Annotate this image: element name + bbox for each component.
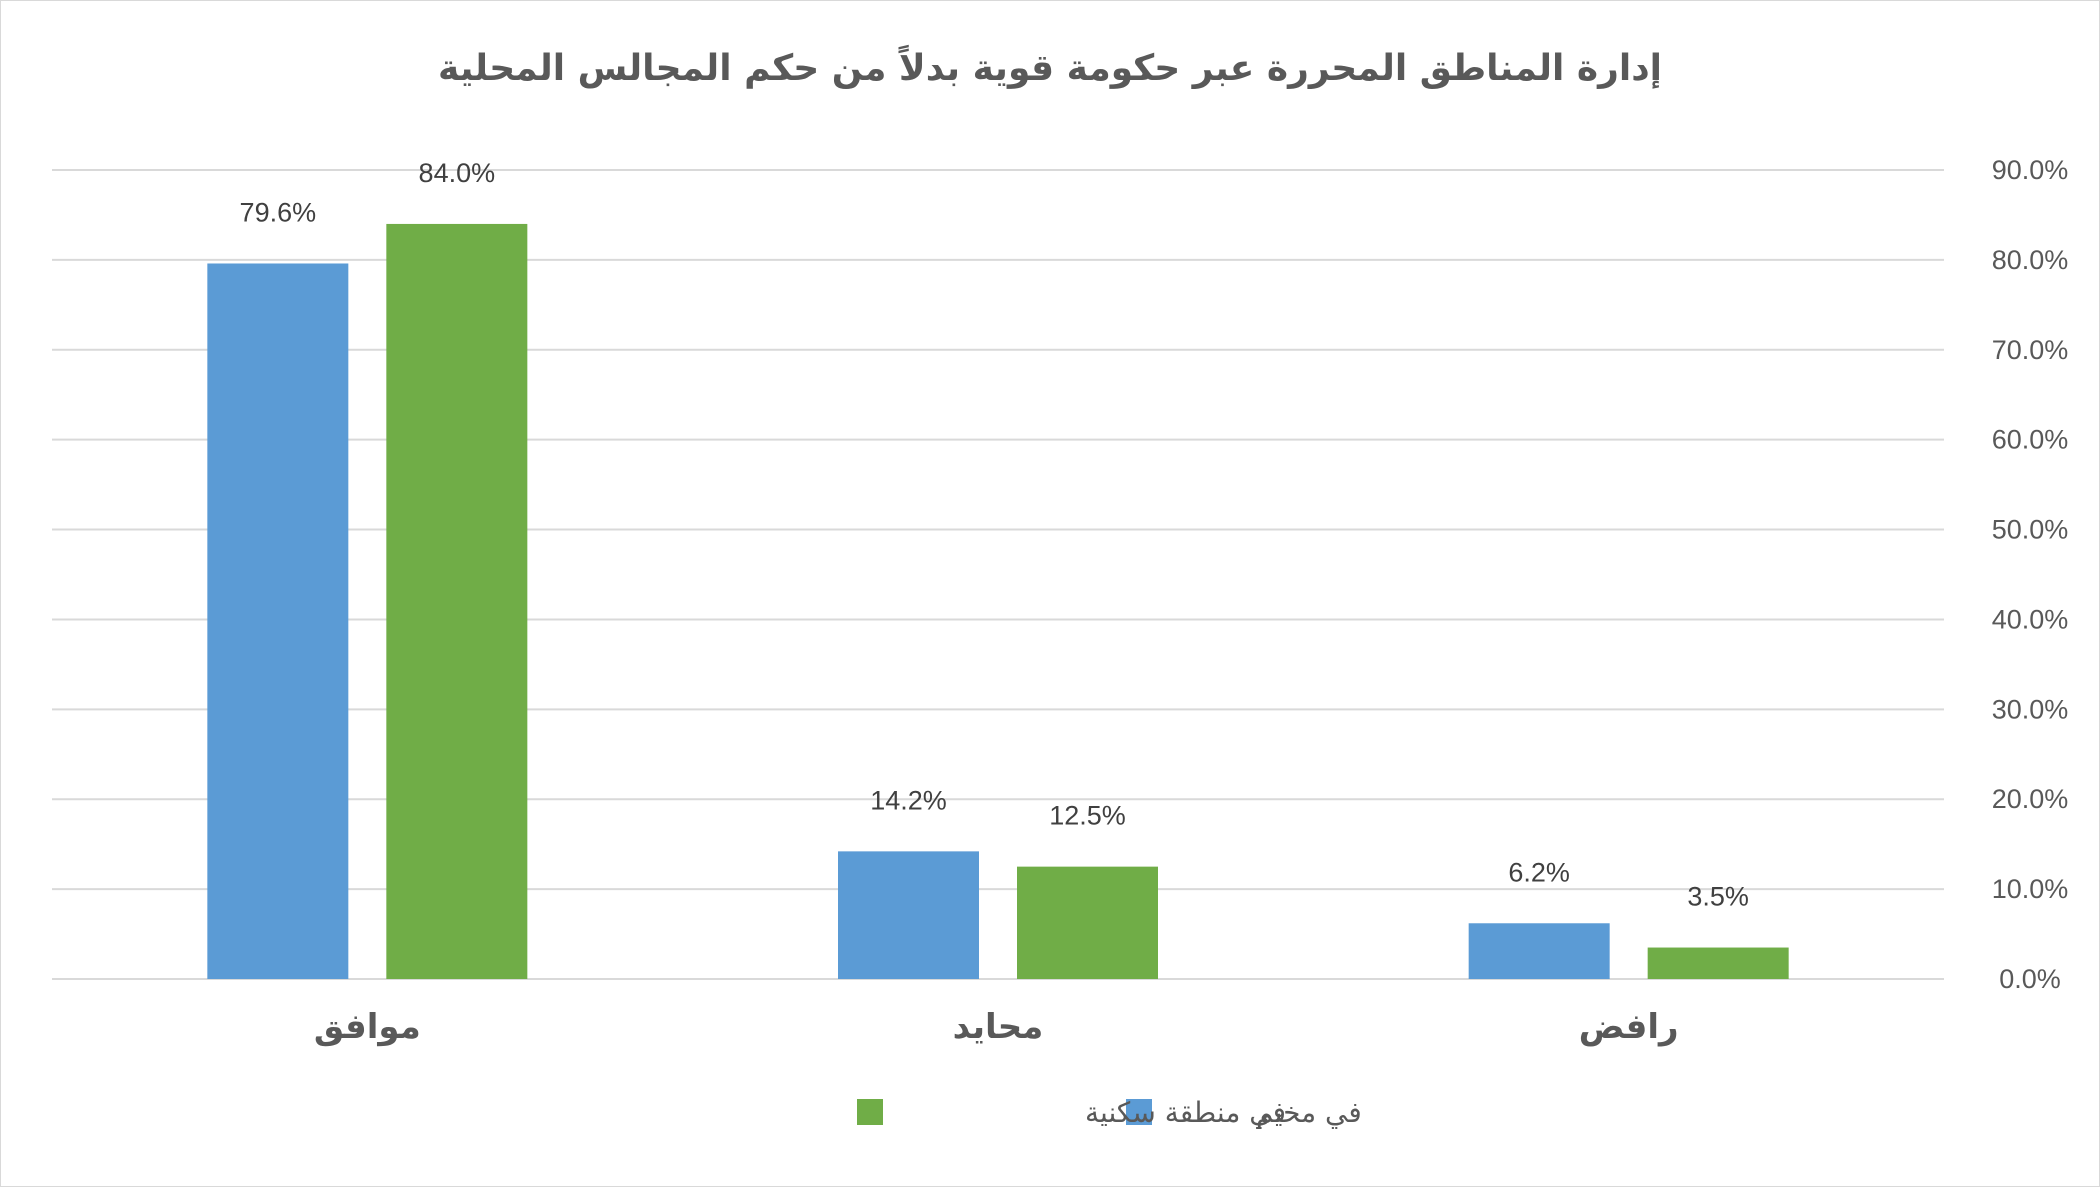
y-tick-label: 40.0% [1992,604,2069,634]
data-label: 79.6% [240,197,317,227]
bars [207,223,1789,979]
data-labels: 79.6% 84.0% 14.2% 12.5% 6.2% 3.5% [240,158,1749,912]
category-label: محايد [953,1007,1044,1047]
bar [207,263,349,979]
data-label: 6.2% [1508,857,1570,887]
y-tick-label: 30.0% [1992,694,2069,724]
y-tick-label: 20.0% [1992,784,2069,814]
bar [386,223,528,979]
legend-swatch [857,1099,883,1125]
data-label: 12.5% [1049,801,1126,831]
y-tick-label: 90.0% [1992,155,2069,185]
data-label: 14.2% [870,785,947,815]
category-label: رافض [1579,1007,1679,1047]
chart-title: إدارة المناطق المحررة عبر حكومة قوية بدل… [438,45,1662,89]
y-tick-label: 10.0% [1992,874,2069,904]
category-labels: موافق محايد رافض [314,1007,1679,1047]
bar [1647,947,1789,979]
bar [1017,866,1158,979]
y-tick-label: 80.0% [1992,245,2069,275]
legend-swatch [1126,1099,1152,1125]
bar [1468,923,1610,979]
bar [838,851,979,979]
data-label: 84.0% [419,158,496,188]
y-tick-label: 60.0% [1992,425,2069,455]
category-label: موافق [314,1007,421,1047]
gridlines [52,169,1944,980]
y-axis-ticks: 0.0% 10.0% 20.0% 30.0% 40.0% 50.0% 60.0% 70.0% 8… [1992,155,2069,994]
legend-label: في مخيم [1256,1096,1362,1129]
legend-label: في منطقة سكنية [1085,1096,1286,1129]
y-tick-label: 70.0% [1992,335,2069,365]
y-tick-label: 0.0% [1999,964,2061,994]
data-label: 3.5% [1687,882,1749,912]
y-tick-label: 50.0% [1992,515,2069,545]
